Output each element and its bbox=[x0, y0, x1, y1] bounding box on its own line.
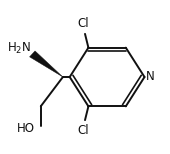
Text: $\mathregular{H_2N}$: $\mathregular{H_2N}$ bbox=[7, 41, 31, 56]
Text: HO: HO bbox=[17, 122, 35, 135]
Text: Cl: Cl bbox=[78, 124, 89, 137]
Text: N: N bbox=[146, 71, 155, 83]
Polygon shape bbox=[30, 51, 63, 77]
Text: Cl: Cl bbox=[78, 17, 89, 30]
